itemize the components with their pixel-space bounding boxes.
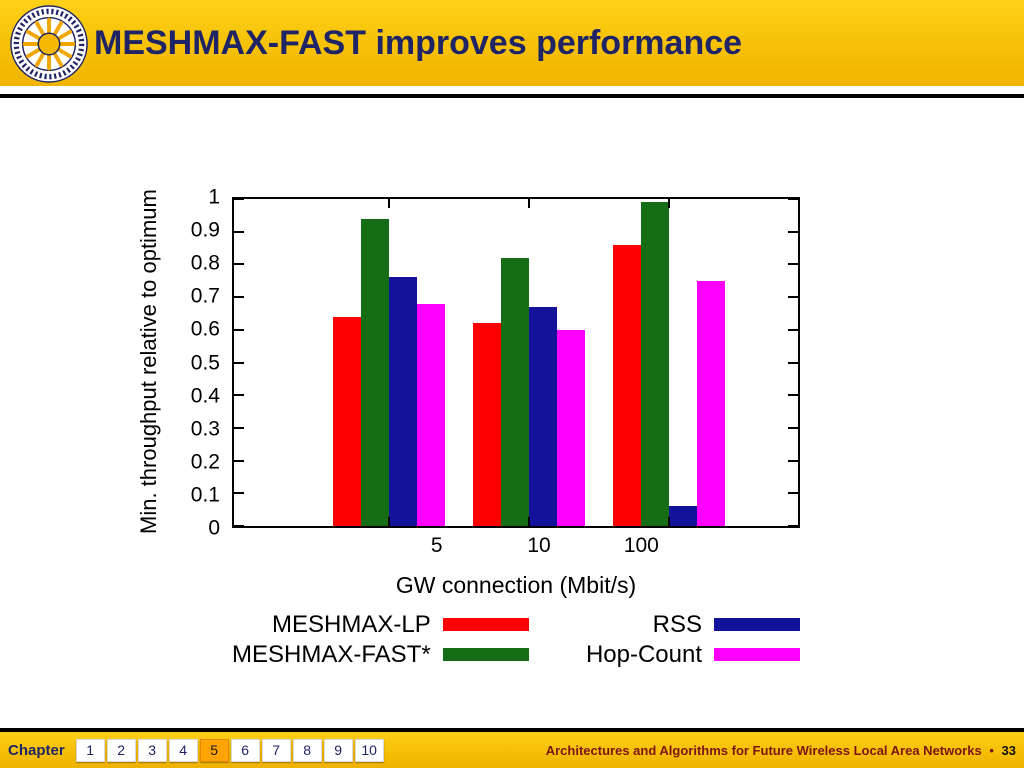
y-tick-mark <box>788 328 798 331</box>
chart-legend: MESHMAX-LP MESHMAX-FAST* RSS Hop-Count <box>232 612 800 667</box>
legend-label: MESHMAX-FAST* <box>232 641 431 669</box>
chapter-tab-1[interactable]: 1 <box>75 738 105 762</box>
legend-swatch <box>714 648 800 662</box>
x-axis-title: GW connection (Mbit/s) <box>395 572 637 598</box>
bar-group-10 <box>459 199 599 526</box>
chapter-tab-2[interactable]: 2 <box>106 738 136 762</box>
x-tick-labels: 5 10 100 <box>232 534 800 558</box>
chapter-tab-7[interactable]: 7 <box>261 738 291 762</box>
bar-meshmax-fast-5 <box>360 218 389 526</box>
x-tick-label: 100 <box>623 534 659 557</box>
x-tick-label: 5 <box>430 534 443 557</box>
legend-label: MESHMAX-LP <box>272 611 431 638</box>
y-tick-labels: 0 0.1 0.2 0.3 0.4 0.5 0.6 0.7 0.8 0.9 1 <box>120 187 220 539</box>
bar-rss-5 <box>388 277 417 526</box>
y-tick-label: 0 <box>208 516 220 540</box>
y-tick-mark <box>234 459 244 462</box>
university-logo <box>10 5 88 83</box>
y-tick-mark <box>234 361 244 364</box>
bar-rss-100 <box>668 506 697 526</box>
y-tick-mark <box>788 525 798 527</box>
footer-divider-black <box>0 728 1024 732</box>
legend-label: Hop-Count <box>585 641 702 669</box>
legend-entry-hop-count: Hop-Count <box>586 642 800 667</box>
y-tick-mark <box>788 263 798 266</box>
bar-meshmax-fast-10 <box>500 257 529 526</box>
y-tick-label: 0.6 <box>190 317 220 341</box>
chapter-tabs: 1 2 3 4 5 6 7 8 9 10 <box>75 738 386 762</box>
legend-entry-meshmax-lp: MESHMAX-LP <box>232 612 529 637</box>
y-tick-label: 0.9 <box>190 218 220 242</box>
bar-meshmax-lp-100 <box>612 244 641 526</box>
bars-region <box>319 199 739 526</box>
chapter-tab-6[interactable]: 6 <box>230 738 260 762</box>
slide-number: 33 <box>1001 742 1016 758</box>
bar-hop-count-100 <box>696 280 725 526</box>
y-tick-label: 1 <box>208 185 220 209</box>
header-divider-white <box>0 86 1024 94</box>
bar-group-100 <box>599 199 739 526</box>
y-tick-mark <box>788 394 798 397</box>
x-tick-label: 10 <box>527 534 551 557</box>
y-tick-mark <box>788 296 798 299</box>
karlstad-sun-icon <box>10 5 88 83</box>
y-tick-mark <box>234 230 244 233</box>
chapter-tab-3[interactable]: 3 <box>137 738 167 762</box>
y-tick-mark <box>788 361 798 364</box>
footer-credit-text: Architectures and Algorithms for Future … <box>545 742 982 758</box>
y-tick-mark <box>234 328 244 331</box>
header-divider-black <box>0 94 1024 98</box>
y-tick-mark <box>788 198 798 200</box>
legend-swatch <box>442 648 529 662</box>
legend-label: RSS <box>652 611 702 638</box>
chapter-tab-8[interactable]: 8 <box>292 738 322 762</box>
chapter-tab-4[interactable]: 4 <box>168 738 198 762</box>
chapter-tab-5[interactable]: 5 <box>199 738 229 762</box>
y-tick-mark <box>234 263 244 266</box>
legend-entry-meshmax-fast: MESHMAX-FAST* <box>232 642 529 667</box>
y-tick-label: 0.5 <box>190 351 220 374</box>
legend-swatch <box>714 618 800 632</box>
y-tick-mark <box>788 230 798 233</box>
footer-credit: Architectures and Algorithms for Future … <box>546 743 1024 758</box>
bar-meshmax-fast-100 <box>640 202 669 526</box>
y-tick-mark <box>234 394 244 397</box>
y-tick-mark <box>788 459 798 462</box>
y-tick-label: 0.4 <box>190 384 220 408</box>
y-tick-mark <box>234 525 244 527</box>
y-tick-label: 0.1 <box>190 483 220 507</box>
y-tick-mark <box>234 198 244 200</box>
bar-group-5 <box>319 199 459 526</box>
y-tick-label: 0.3 <box>190 417 220 441</box>
footer-separator: • <box>989 742 994 758</box>
y-tick-mark <box>788 492 798 495</box>
bar-hop-count-10 <box>556 329 585 526</box>
y-tick-mark <box>788 426 798 429</box>
bar-meshmax-lp-5 <box>332 316 361 526</box>
plot-area <box>232 197 800 528</box>
bar-meshmax-lp-10 <box>472 323 501 526</box>
legend-swatch <box>442 618 529 632</box>
chapter-tab-10[interactable]: 10 <box>354 738 384 762</box>
footer-band: Chapter 1 2 3 4 5 6 7 8 9 10 Architectures and Al… <box>0 732 1024 768</box>
slide-title: MESHMAX-FAST improves performance <box>94 23 743 62</box>
bar-hop-count-5 <box>416 303 445 526</box>
bar-rss-10 <box>528 306 557 526</box>
y-tick-mark <box>234 426 244 429</box>
legend-col-1: MESHMAX-LP MESHMAX-FAST* <box>232 612 529 667</box>
y-tick-mark <box>234 492 244 495</box>
y-tick-label: 0.8 <box>190 251 220 275</box>
y-tick-label: 0.7 <box>190 284 220 308</box>
chapter-label: Chapter <box>8 741 65 759</box>
legend-entry-rss: RSS <box>586 612 800 637</box>
header-band: MESHMAX-FAST improves performance <box>0 0 1024 86</box>
legend-col-2: RSS Hop-Count <box>586 612 800 667</box>
y-tick-mark <box>234 296 244 299</box>
y-tick-label: 0.2 <box>190 450 220 474</box>
chapter-tab-9[interactable]: 9 <box>323 738 353 762</box>
